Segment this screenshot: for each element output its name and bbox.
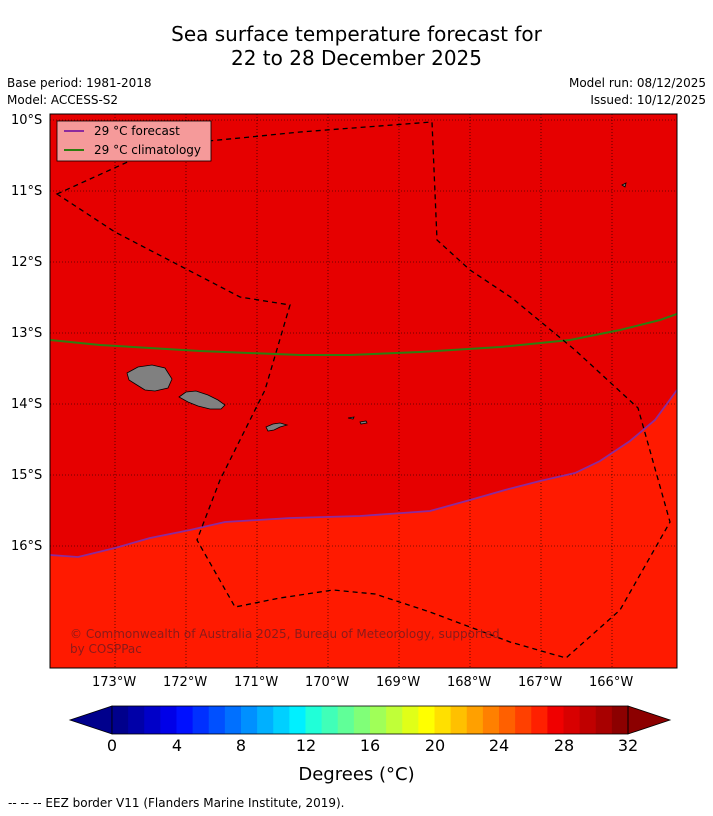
- graticule: [50, 114, 677, 668]
- colorbar-segment: [112, 706, 129, 734]
- colorbar-label-4: 4: [171, 736, 183, 755]
- colorbar-segment: [370, 706, 387, 734]
- lat-label-14s: 14°S: [11, 397, 43, 412]
- swains-island: [621, 182, 627, 188]
- colorbar-label-0: 0: [106, 736, 118, 755]
- colorbar-segment: [192, 706, 210, 734]
- lat-label-12s: 12°S: [11, 255, 43, 270]
- tau-island: [359, 420, 368, 425]
- colorbar-over-arrow: [627, 705, 672, 735]
- lat-label-16s: 16°S: [11, 539, 43, 554]
- lat-label-10s: 10°S: [11, 113, 43, 128]
- title-line-2: 22 to 28 December 2025: [230, 46, 482, 70]
- lon-label-168w: 168°W: [447, 675, 492, 690]
- issued-date: Issued: 10/12/2025: [590, 93, 706, 107]
- colorbar-segment: [595, 706, 613, 734]
- colorbar-label-8: 8: [235, 736, 247, 755]
- colorbar-segment: [482, 706, 500, 734]
- tutuila-island: [265, 422, 289, 432]
- colorbar-segment: [611, 706, 629, 734]
- colorbar-segment: [515, 706, 532, 734]
- colorbar-segment: [499, 706, 516, 734]
- colorbar-title: Degrees (°C): [298, 764, 415, 785]
- lon-label-169w: 169°W: [376, 675, 421, 690]
- colorbar-segment: [321, 706, 339, 734]
- copyright-notice-line2: by COSPPac: [70, 642, 142, 656]
- colorbar-label-28: 28: [553, 736, 575, 755]
- colorbar-segment: [434, 706, 452, 734]
- lon-label-173w: 173°W: [92, 675, 137, 690]
- colorbar-segment: [273, 706, 290, 734]
- lat-label-13s: 13°S: [11, 326, 43, 341]
- colorbar-segment: [241, 706, 258, 734]
- legend-climatology-label: 29 °C climatology: [94, 143, 201, 157]
- colorbar-segment: [289, 706, 306, 734]
- colorbar-segment: [579, 706, 597, 734]
- model-run: Model run: 08/12/2025: [568, 76, 706, 90]
- lat-label-15s: 15°S: [11, 468, 43, 483]
- land-masses: [126, 182, 627, 432]
- colorbar-segment: [450, 706, 468, 734]
- eez-footnote: -- -- -- EEZ border V11 (Flanders Marine…: [8, 796, 345, 810]
- colorbar-segment: [305, 706, 323, 734]
- title-line-1: Sea surface temperature forecast for: [171, 22, 542, 46]
- lon-label-172w: 172°W: [163, 675, 208, 690]
- colorbar-label-32: 32: [617, 736, 639, 755]
- lon-label-170w: 170°W: [305, 675, 350, 690]
- colorbar-segment: [144, 706, 161, 734]
- colorbar-segment: [224, 706, 242, 734]
- colorbar-segment: [418, 706, 435, 734]
- upolu-island: [178, 390, 226, 410]
- colorbar-segment: [257, 706, 274, 734]
- lon-label-167w: 167°W: [518, 675, 563, 690]
- colorbar-segment: [402, 706, 419, 734]
- colorbar-segment: [160, 706, 177, 734]
- colorbar-segment: [353, 706, 371, 734]
- colorbar-label-16: 16: [359, 736, 381, 755]
- colorbar-segment: [466, 706, 484, 734]
- sst-region-below-29c: [50, 390, 677, 668]
- colorbar-frame: [111, 705, 629, 735]
- lat-label-11s: 11°S: [11, 184, 43, 199]
- colorbar-label-24: 24: [488, 736, 510, 755]
- colorbar-segment: [547, 706, 564, 734]
- colorbar-label-20: 20: [424, 736, 446, 755]
- colorbar-segment: [128, 706, 145, 734]
- eez-borders: [55, 121, 671, 659]
- lon-label-171w: 171°W: [234, 675, 279, 690]
- colorbar-label-12: 12: [295, 736, 317, 755]
- colorbar-segment: [337, 706, 355, 734]
- ofu-island: [347, 416, 355, 420]
- forecast-29c-contour: [50, 389, 677, 558]
- colorbar-under-arrow: [68, 705, 113, 735]
- colorbar-segment: [563, 706, 581, 734]
- map-legend: 29 °C forecast 29 °C climatology: [56, 120, 212, 162]
- base-period: Base period: 1981-2018: [7, 76, 152, 90]
- colorbar-segment: [176, 706, 194, 734]
- lon-label-166w: 166°W: [589, 675, 634, 690]
- climatology-29c-contour: [50, 313, 677, 356]
- colorbar: [68, 705, 672, 735]
- colorbar-segment: [208, 706, 226, 734]
- savaii-island: [126, 364, 173, 392]
- copyright-notice: © Commonwealth of Australia 2025, Bureau…: [70, 627, 500, 641]
- colorbar-segment: [386, 706, 403, 734]
- model-name: Model: ACCESS-S2: [7, 93, 119, 107]
- colorbar-segment: [531, 706, 548, 734]
- map-frame: [49, 113, 678, 669]
- legend-forecast-label: 29 °C forecast: [94, 124, 180, 138]
